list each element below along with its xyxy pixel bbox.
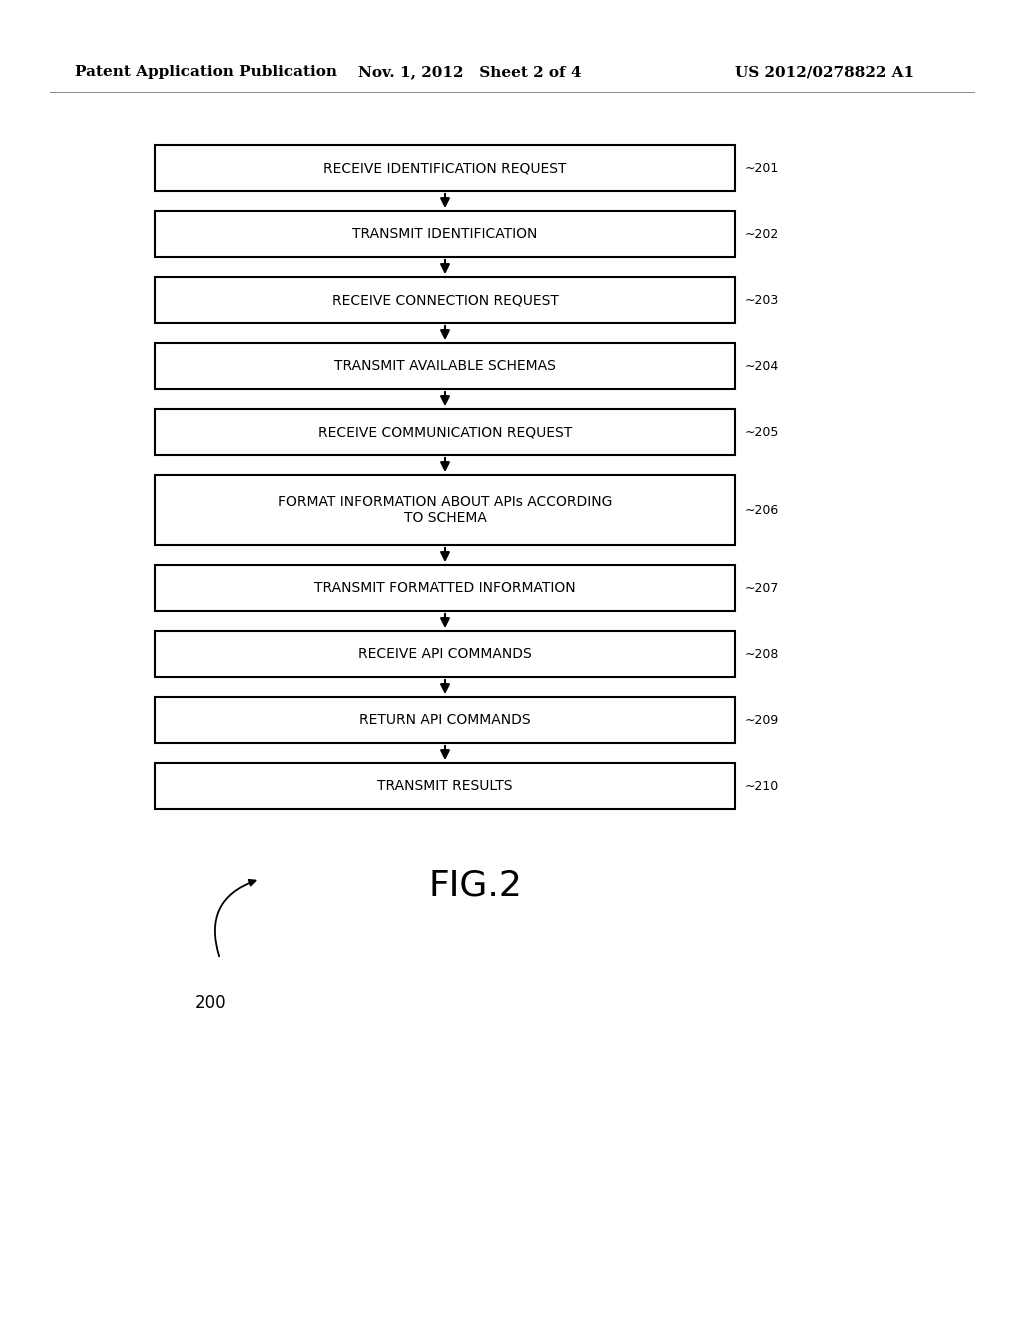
Bar	[155, 211, 735, 257]
Text: ∼204: ∼204	[745, 359, 779, 372]
Text: RECEIVE CONNECTION REQUEST: RECEIVE CONNECTION REQUEST	[332, 293, 558, 308]
Text: Patent Application Publication: Patent Application Publication	[75, 65, 337, 79]
Bar	[155, 277, 735, 323]
Bar	[155, 631, 735, 677]
Bar	[155, 343, 735, 389]
Text: ∼208: ∼208	[745, 648, 779, 660]
Text: RECEIVE API COMMANDS: RECEIVE API COMMANDS	[358, 647, 531, 661]
Text: 200: 200	[195, 994, 226, 1012]
Text: FORMAT INFORMATION ABOUT APIs ACCORDING
TO SCHEMA: FORMAT INFORMATION ABOUT APIs ACCORDING …	[278, 495, 612, 525]
Text: ∼209: ∼209	[745, 714, 779, 726]
Text: RECEIVE IDENTIFICATION REQUEST: RECEIVE IDENTIFICATION REQUEST	[324, 161, 566, 176]
Text: TRANSMIT FORMATTED INFORMATION: TRANSMIT FORMATTED INFORMATION	[314, 581, 575, 595]
Bar	[155, 145, 735, 191]
Bar	[155, 475, 735, 545]
Text: RECEIVE COMMUNICATION REQUEST: RECEIVE COMMUNICATION REQUEST	[317, 425, 572, 440]
Text: ∼206: ∼206	[745, 503, 779, 516]
FancyArrowPatch shape	[215, 879, 255, 957]
Text: FIG.2: FIG.2	[428, 869, 522, 903]
Bar	[155, 763, 735, 809]
Text: RETURN API COMMANDS: RETURN API COMMANDS	[359, 713, 530, 727]
Bar	[155, 409, 735, 455]
Text: TRANSMIT IDENTIFICATION: TRANSMIT IDENTIFICATION	[352, 227, 538, 242]
Text: ∼203: ∼203	[745, 293, 779, 306]
Text: ∼201: ∼201	[745, 161, 779, 174]
Text: ∼202: ∼202	[745, 227, 779, 240]
Text: ∼207: ∼207	[745, 582, 779, 594]
Text: ∼205: ∼205	[745, 425, 779, 438]
Text: US 2012/0278822 A1: US 2012/0278822 A1	[735, 65, 914, 79]
Text: ∼210: ∼210	[745, 780, 779, 792]
Text: TRANSMIT AVAILABLE SCHEMAS: TRANSMIT AVAILABLE SCHEMAS	[334, 359, 556, 374]
Text: TRANSMIT RESULTS: TRANSMIT RESULTS	[377, 779, 513, 793]
Text: Nov. 1, 2012   Sheet 2 of 4: Nov. 1, 2012 Sheet 2 of 4	[358, 65, 582, 79]
Bar	[155, 697, 735, 743]
Bar	[155, 565, 735, 611]
